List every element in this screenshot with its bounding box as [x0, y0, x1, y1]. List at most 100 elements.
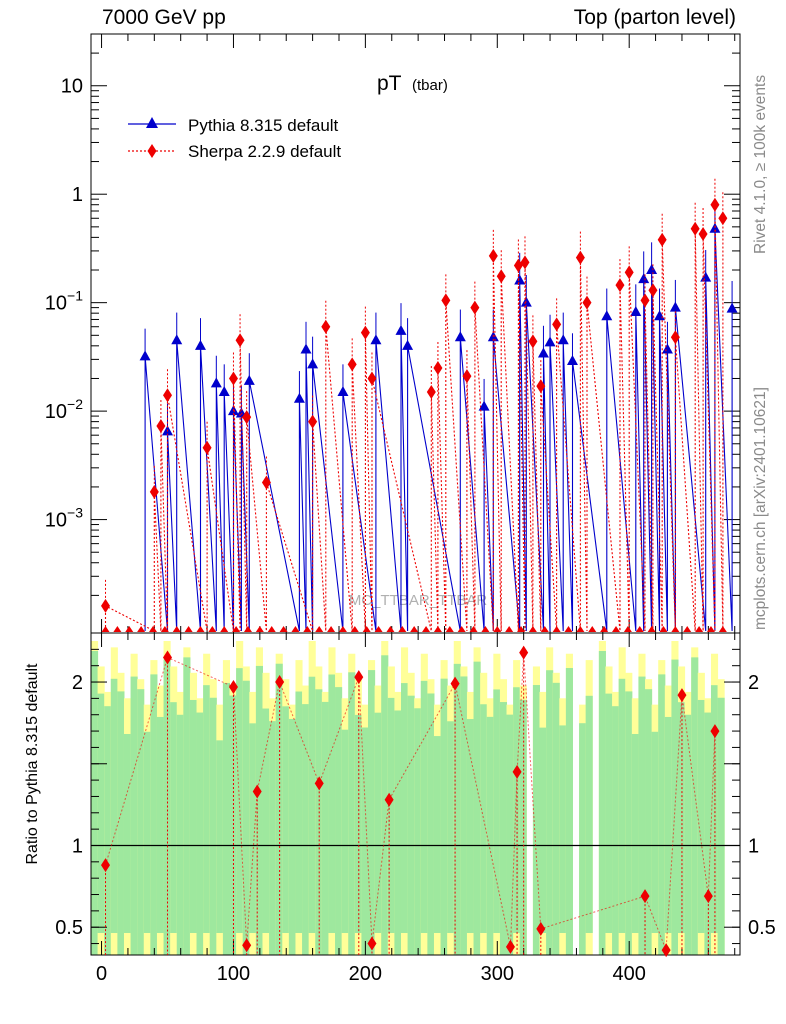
- y-tick-base: 10: [45, 401, 67, 423]
- data-point-pythia: [171, 334, 183, 345]
- band-inner-segment: [242, 680, 250, 955]
- band-inner-segment: [348, 672, 356, 955]
- band-inner-segment: [466, 719, 475, 933]
- band-inner-segment: [519, 699, 527, 955]
- data-point-pythia: [646, 264, 658, 275]
- band-inner-segment: [704, 712, 712, 955]
- x-tick-label: 400: [613, 963, 646, 985]
- series-line: [144, 228, 733, 632]
- band-inner-segment: [532, 685, 540, 955]
- data-point-sherpa: [441, 293, 451, 308]
- zero-bin-marker: [327, 626, 336, 632]
- band-inner-segment: [605, 693, 613, 933]
- zero-bin-marker: [647, 626, 656, 632]
- band-inner-segment: [150, 674, 158, 955]
- band-inner-segment: [209, 697, 217, 955]
- band-inner-segment: [671, 659, 679, 955]
- series-pythia: [139, 201, 738, 632]
- data-point-pythia: [194, 339, 206, 350]
- data-point-sherpa: [367, 371, 377, 386]
- data-point-pythia: [669, 301, 681, 312]
- y-tick-exponent: −3: [67, 505, 83, 521]
- band-inner-segment: [691, 657, 699, 955]
- ratio-frame: [90, 632, 741, 956]
- data-point-pythia: [293, 392, 305, 403]
- y-tick-label: 10−1: [45, 288, 83, 315]
- data-point-sherpa: [513, 258, 523, 273]
- zero-bin-marker: [671, 626, 680, 632]
- band-inner-segment: [427, 693, 435, 955]
- data-point-pythia: [601, 310, 613, 321]
- band-inner-segment: [493, 689, 501, 933]
- data-point-sherpa: [615, 278, 625, 293]
- band-inner-segment: [196, 712, 204, 955]
- band-inner-segment: [335, 687, 343, 955]
- band-inner-segment: [222, 682, 231, 955]
- data-point-sherpa: [470, 300, 480, 315]
- band-inner-segment: [308, 676, 316, 933]
- zero-bin-marker: [338, 626, 347, 632]
- band-inner-segment: [189, 699, 198, 933]
- ratio-y-tick-label: 0.5: [55, 917, 83, 939]
- zero-bin-marker: [683, 626, 692, 632]
- band-inner-segment: [387, 697, 395, 933]
- ratio-data-point: [228, 679, 238, 694]
- data-point-pythia: [454, 331, 466, 342]
- band-inner-segment: [328, 674, 336, 933]
- data-point-sherpa: [670, 330, 680, 345]
- band-inner-segment: [552, 682, 560, 955]
- band-inner-segment: [678, 702, 686, 933]
- data-point-pythia: [395, 324, 407, 335]
- data-point-pythia: [566, 354, 578, 365]
- data-point-pythia: [630, 306, 642, 317]
- data-point-sherpa: [582, 295, 592, 310]
- header-process: 7000 GeV pp: [102, 6, 226, 29]
- y-tick-label: 10: [61, 76, 83, 98]
- data-point-pythia: [243, 374, 255, 385]
- band-inner-segment: [612, 706, 620, 955]
- band-inner-segment: [559, 725, 567, 933]
- data-point-sherpa: [462, 369, 472, 384]
- zero-bin-marker: [695, 626, 704, 632]
- ratio-data-point: [661, 943, 671, 958]
- band-inner-segment: [407, 695, 415, 955]
- band-inner-segment: [579, 723, 587, 955]
- data-point-sherpa: [347, 357, 357, 372]
- legend-label-sherpa: Sherpa 2.2.9 default: [188, 142, 341, 161]
- band-inner-segment: [420, 680, 428, 933]
- band-inner-segment: [651, 731, 659, 933]
- zero-bin-marker: [220, 626, 229, 632]
- zero-bin-marker: [706, 626, 715, 632]
- band-inner-segment: [302, 704, 310, 955]
- band-inner-segment: [236, 668, 244, 933]
- band-inner-segment: [269, 721, 277, 955]
- series-sherpa: [101, 177, 728, 632]
- band-inner-segment: [460, 676, 468, 955]
- band-inner-segment: [506, 714, 514, 955]
- data-point-sherpa: [718, 211, 728, 226]
- band-inner-segment: [453, 663, 461, 955]
- ratio-y-tick-label: 1: [72, 835, 83, 857]
- band-inner-segment: [664, 716, 672, 933]
- ratio-data-point: [275, 675, 285, 690]
- band-inner-segment: [618, 678, 626, 933]
- band-inner-segment: [717, 697, 725, 955]
- y-tick-base: 10: [45, 293, 67, 315]
- band-inner-segment: [374, 712, 382, 933]
- zero-bin-marker: [718, 626, 727, 632]
- ratio-y-tick-label-right: 1: [748, 835, 759, 857]
- ratio-y-tick-label: 2: [72, 672, 83, 694]
- zero-bin-marker: [243, 626, 252, 632]
- zero-bin-marker: [552, 626, 561, 632]
- band-inner-segment: [486, 716, 494, 955]
- data-point-sherpa: [690, 221, 700, 236]
- data-point-pythia: [370, 334, 382, 345]
- data-point-sherpa: [552, 317, 562, 332]
- y-tick-base: 10: [45, 510, 67, 532]
- y-tick-label: 10−3: [45, 505, 83, 532]
- band-inner-segment: [513, 687, 521, 933]
- zero-bin-marker: [623, 626, 632, 632]
- ratio-data-point: [163, 650, 173, 665]
- ratio-data-point: [640, 889, 650, 904]
